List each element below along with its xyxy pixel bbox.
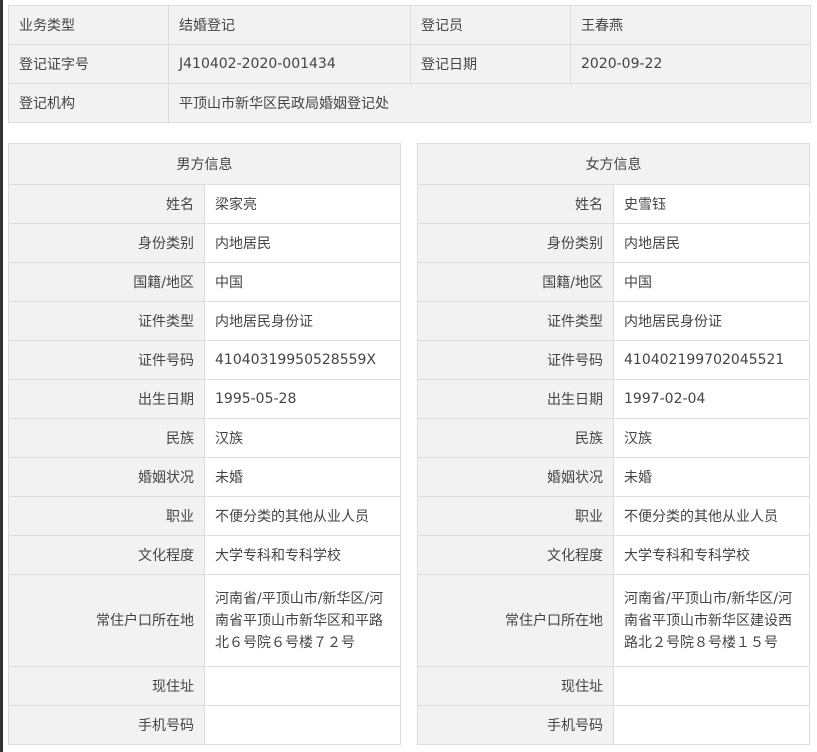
male-field-value <box>204 666 401 706</box>
male-field-value: 汉族 <box>204 418 401 458</box>
male-info-title: 男方信息 <box>8 143 401 185</box>
male-field-value: 内地居民 <box>204 223 401 263</box>
female-field-value: 史雪钰 <box>613 184 810 224</box>
female-field-label: 身份类别 <box>417 223 614 263</box>
female-field-value: 内地居民 <box>613 223 810 263</box>
cert-no-value: J410402-2020-001434 <box>168 44 411 84</box>
female-info-title: 女方信息 <box>417 143 810 185</box>
male-field-label: 民族 <box>8 418 205 458</box>
table-row: 证件号码 41040319950528559X <box>8 340 401 380</box>
table-row: 职业 不便分类的其他从业人员 <box>8 496 401 536</box>
male-field-label: 姓名 <box>8 184 205 224</box>
male-field-label: 职业 <box>8 496 205 536</box>
office-label: 登记机构 <box>8 83 169 123</box>
table-row: 民族 汉族 <box>417 418 810 458</box>
male-field-label: 婚姻状况 <box>8 457 205 497</box>
table-row: 婚姻状况 未婚 <box>8 457 401 497</box>
table-row: 手机号码 <box>8 705 401 745</box>
table-row: 姓名 史雪钰 <box>417 184 810 224</box>
male-field-value: 河南省/平顶山市/新华区/河南省平顶山市新华区和平路北６号院６号楼７２号 <box>204 574 401 667</box>
table-row: 民族 汉族 <box>8 418 401 458</box>
registration-table: 业务类型 结婚登记 登记员 王春燕 登记证字号 J410402-2020-001… <box>8 5 811 123</box>
male-field-label: 文化程度 <box>8 535 205 575</box>
female-field-label: 证件号码 <box>417 340 614 380</box>
table-row: 婚姻状况 未婚 <box>417 457 810 497</box>
table-row: 现住址 <box>8 666 401 706</box>
male-field-value: 中国 <box>204 262 401 302</box>
table-row: 职业 不便分类的其他从业人员 <box>417 496 810 536</box>
table-row: 登记证字号 J410402-2020-001434 登记日期 2020-09-2… <box>8 44 811 84</box>
table-row: 出生日期 1997-02-04 <box>417 379 810 419</box>
male-field-value: 大学专科和专科学校 <box>204 535 401 575</box>
date-label: 登记日期 <box>410 44 571 84</box>
date-value: 2020-09-22 <box>570 44 811 84</box>
female-field-value: 未婚 <box>613 457 810 497</box>
table-row: 证件类型 内地居民身份证 <box>417 301 810 341</box>
male-field-label: 证件类型 <box>8 301 205 341</box>
male-field-label: 手机号码 <box>8 705 205 745</box>
male-field-label: 常住户口所在地 <box>8 574 205 667</box>
female-field-value: 河南省/平顶山市/新华区/河南省平顶山市新华区建设西路北２号院８号楼１５号 <box>613 574 810 667</box>
female-field-label: 出生日期 <box>417 379 614 419</box>
female-field-label: 姓名 <box>417 184 614 224</box>
business-type-label: 业务类型 <box>8 5 169 45</box>
male-field-label: 现住址 <box>8 666 205 706</box>
table-row: 身份类别 内地居民 <box>8 223 401 263</box>
female-field-value: 汉族 <box>613 418 810 458</box>
table-row: 常住户口所在地 河南省/平顶山市/新华区/河南省平顶山市新华区建设西路北２号院８号… <box>417 574 810 667</box>
table-row: 文化程度 大学专科和专科学校 <box>8 535 401 575</box>
male-field-value: 梁家亮 <box>204 184 401 224</box>
female-field-label: 手机号码 <box>417 705 614 745</box>
registrar-label: 登记员 <box>410 5 571 45</box>
female-field-value: 不便分类的其他从业人员 <box>613 496 810 536</box>
male-field-value: 不便分类的其他从业人员 <box>204 496 401 536</box>
female-field-value <box>613 666 810 706</box>
table-row: 证件号码 410402199702045521 <box>417 340 810 380</box>
male-field-value: 未婚 <box>204 457 401 497</box>
table-row: 文化程度 大学专科和专科学校 <box>417 535 810 575</box>
female-field-label: 现住址 <box>417 666 614 706</box>
window-edge <box>0 0 3 752</box>
male-field-value: 内地居民身份证 <box>204 301 401 341</box>
cert-no-label: 登记证字号 <box>8 44 169 84</box>
table-row: 手机号码 <box>417 705 810 745</box>
table-row: 常住户口所在地 河南省/平顶山市/新华区/河南省平顶山市新华区和平路北６号院６号楼… <box>8 574 401 667</box>
male-field-value <box>204 705 401 745</box>
office-value: 平顶山市新华区民政局婚姻登记处 <box>168 83 811 123</box>
female-field-label: 证件类型 <box>417 301 614 341</box>
table-row: 姓名 梁家亮 <box>8 184 401 224</box>
male-field-label: 出生日期 <box>8 379 205 419</box>
table-row: 现住址 <box>417 666 810 706</box>
female-field-value: 1997-02-04 <box>613 379 810 419</box>
female-field-label: 文化程度 <box>417 535 614 575</box>
female-field-label: 国籍/地区 <box>417 262 614 302</box>
male-field-value: 41040319950528559X <box>204 340 401 380</box>
male-field-label: 身份类别 <box>8 223 205 263</box>
female-field-value: 410402199702045521 <box>613 340 810 380</box>
male-info-table: 男方信息 姓名 梁家亮 身份类别 内地居民 国籍/地区 中国 证件类型 内地居民身份证 证件号码… <box>8 143 401 745</box>
table-row: 业务类型 结婚登记 登记员 王春燕 <box>8 5 811 45</box>
table-row: 登记机构 平顶山市新华区民政局婚姻登记处 <box>8 83 811 123</box>
female-field-label: 婚姻状况 <box>417 457 614 497</box>
table-row: 国籍/地区 中国 <box>417 262 810 302</box>
business-type-value: 结婚登记 <box>168 5 411 45</box>
table-row: 身份类别 内地居民 <box>417 223 810 263</box>
female-field-value <box>613 705 810 745</box>
table-row: 国籍/地区 中国 <box>8 262 401 302</box>
female-field-label: 民族 <box>417 418 614 458</box>
female-field-label: 常住户口所在地 <box>417 574 614 667</box>
female-field-value: 内地居民身份证 <box>613 301 810 341</box>
female-field-value: 大学专科和专科学校 <box>613 535 810 575</box>
female-field-label: 职业 <box>417 496 614 536</box>
male-field-label: 证件号码 <box>8 340 205 380</box>
female-field-value: 中国 <box>613 262 810 302</box>
male-field-value: 1995-05-28 <box>204 379 401 419</box>
male-field-label: 国籍/地区 <box>8 262 205 302</box>
registrar-value: 王春燕 <box>570 5 811 45</box>
table-row: 证件类型 内地居民身份证 <box>8 301 401 341</box>
female-info-table: 女方信息 姓名 史雪钰 身份类别 内地居民 国籍/地区 中国 证件类型 内地居民身份证 证件号码… <box>417 143 810 745</box>
table-row: 出生日期 1995-05-28 <box>8 379 401 419</box>
